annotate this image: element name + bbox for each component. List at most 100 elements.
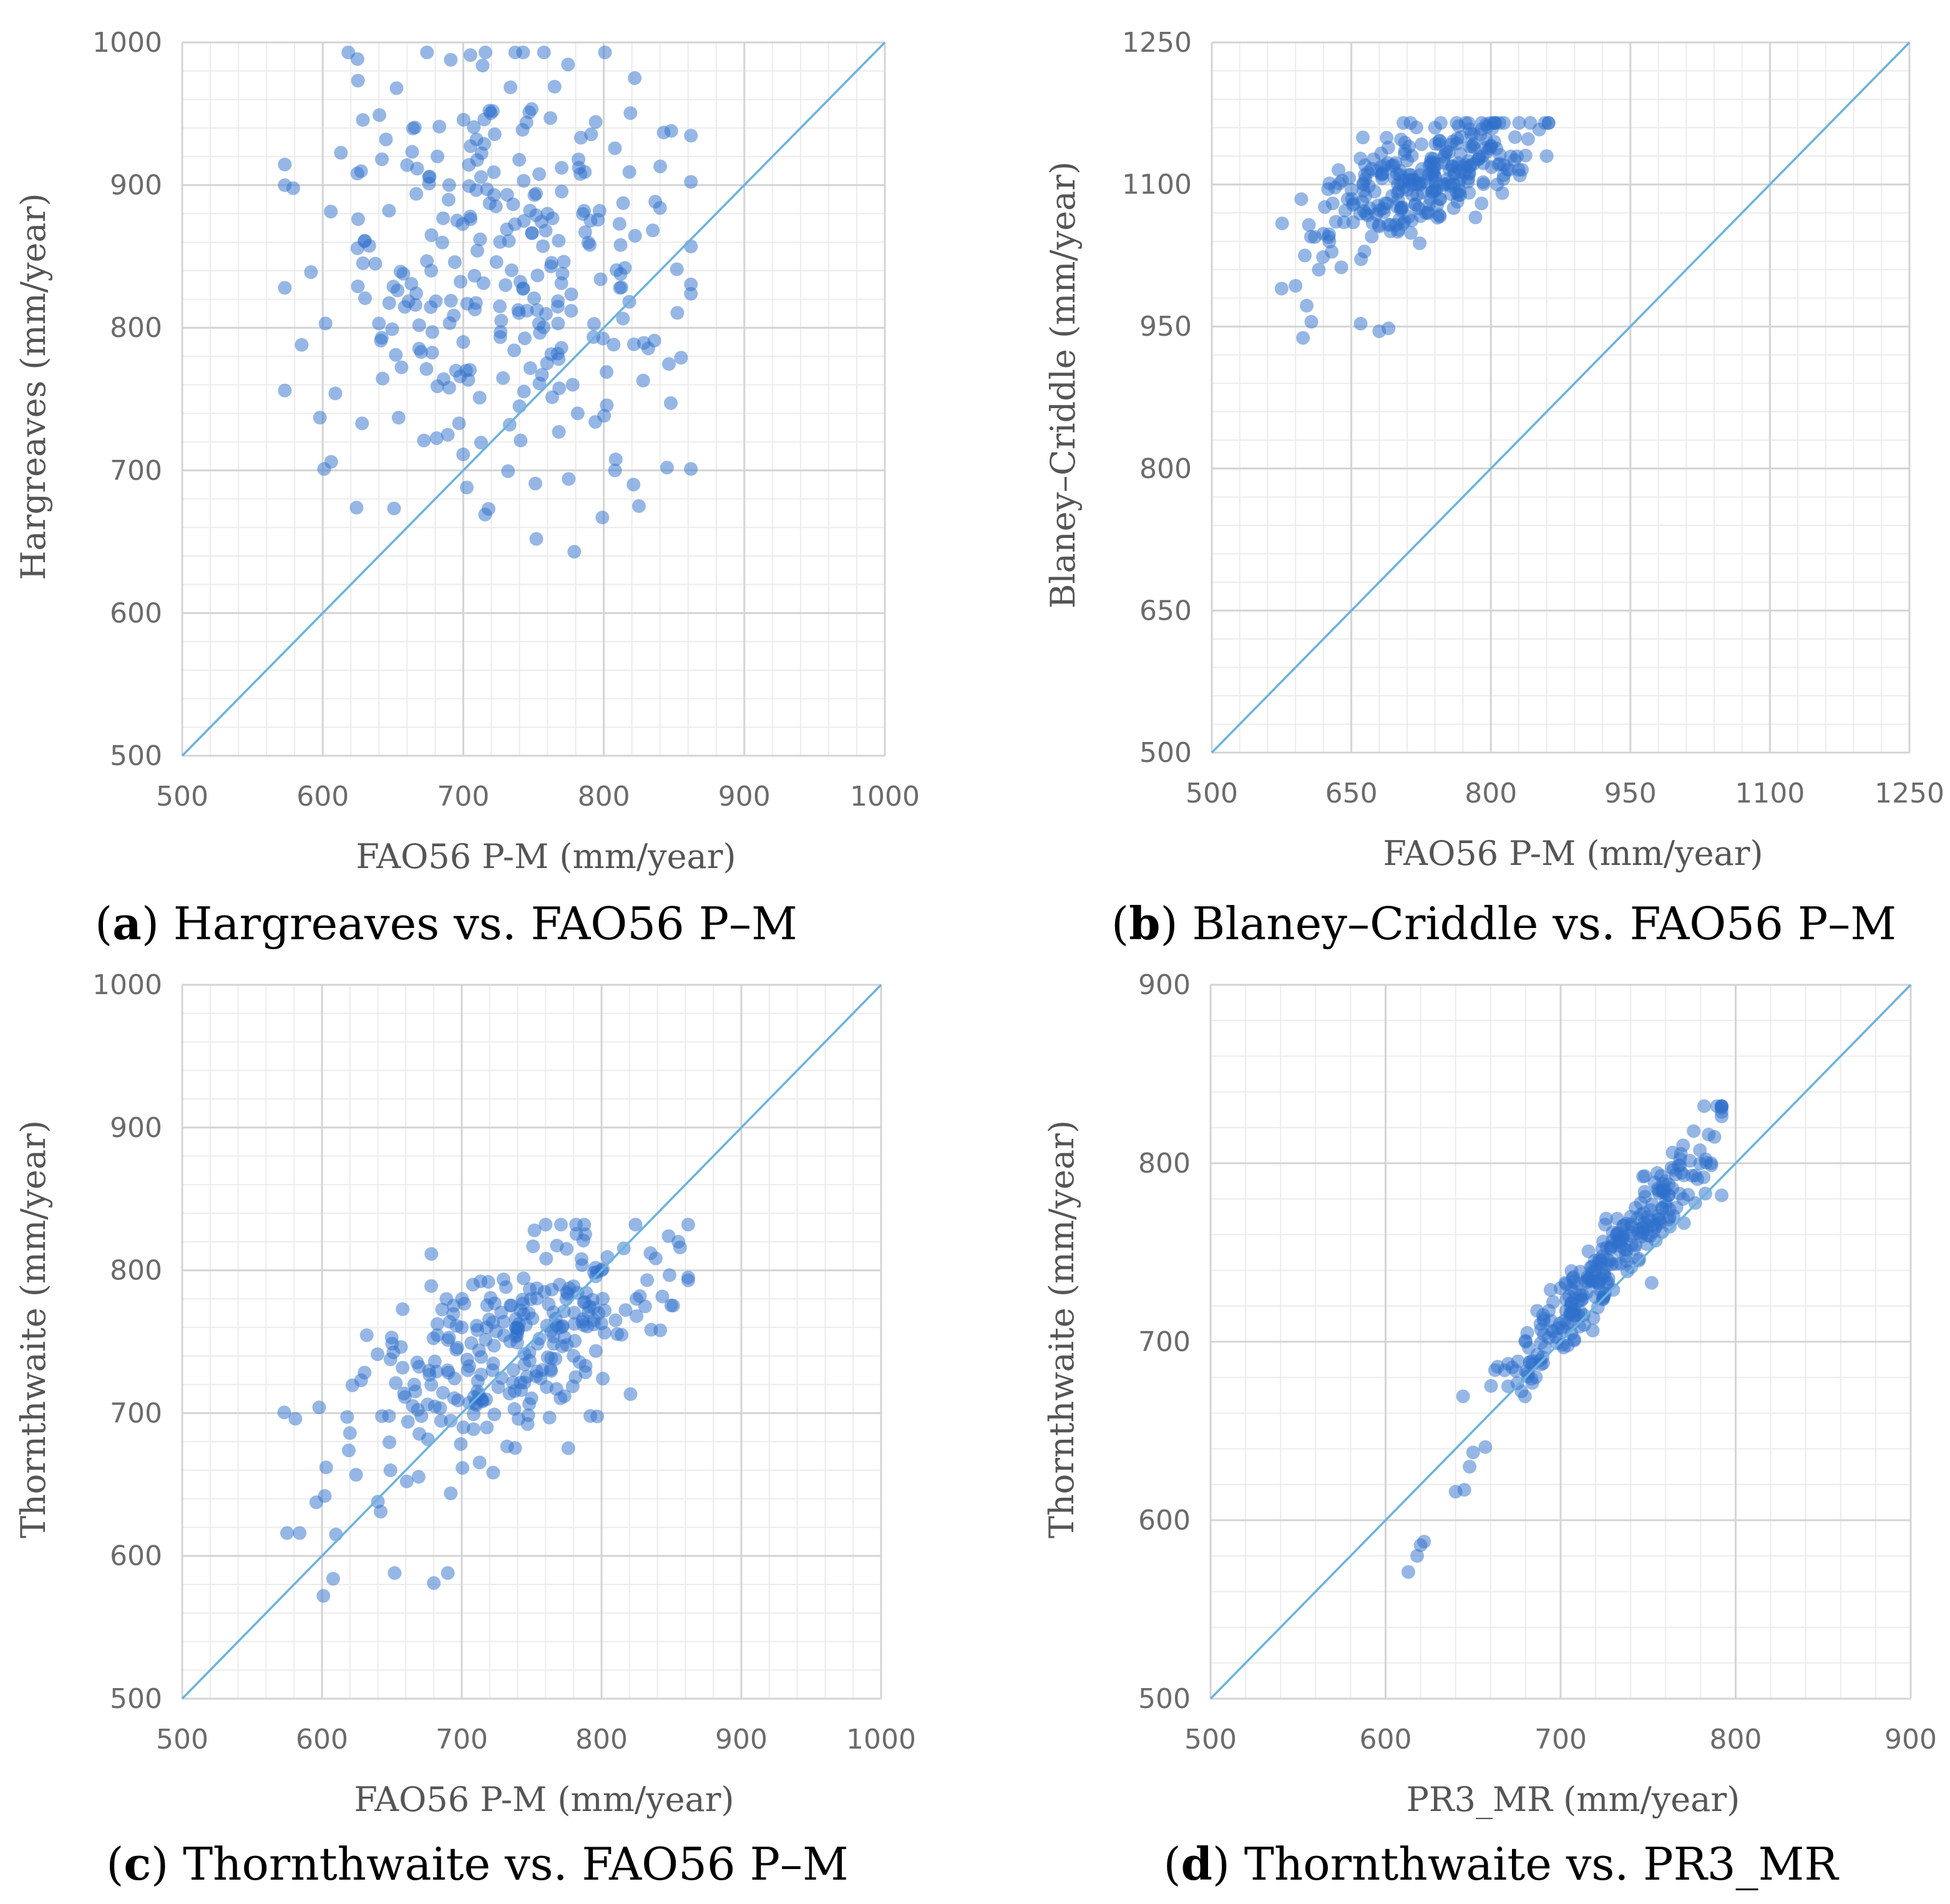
data-point (429, 431, 444, 446)
data-point (442, 381, 456, 395)
data-point (1365, 230, 1379, 244)
data-point (532, 376, 547, 391)
y-tick-label: 800 (110, 312, 162, 344)
x-axis-title: PR3_MR (mm/year) (1406, 1780, 1740, 1819)
data-point (382, 296, 396, 310)
data-point (1536, 1350, 1550, 1364)
data-point (1461, 175, 1475, 189)
data-point (1344, 183, 1358, 197)
data-point (404, 276, 419, 291)
data-point (1438, 147, 1453, 162)
y-tick-label: 950 (1139, 311, 1192, 343)
data-point (540, 1350, 555, 1364)
data-point (500, 188, 514, 202)
data-point (544, 347, 558, 361)
data-point (502, 1387, 517, 1401)
data-point (340, 1410, 354, 1424)
data-point (534, 1371, 548, 1385)
data-point (520, 1417, 535, 1431)
data-point (1644, 1276, 1659, 1290)
data-point (628, 228, 642, 243)
data-point (1534, 1335, 1548, 1350)
data-point (526, 1239, 540, 1254)
data-point (372, 316, 386, 331)
data-point (573, 167, 588, 181)
data-point (1475, 122, 1489, 137)
data-point (410, 1355, 424, 1370)
data-point (527, 291, 541, 305)
data-point (373, 108, 387, 122)
data-point (588, 1344, 603, 1358)
data-point (442, 178, 456, 192)
data-point (1559, 1304, 1573, 1318)
data-point (504, 80, 518, 94)
data-point (641, 341, 655, 356)
data-point (1401, 1565, 1415, 1579)
data-point (1430, 210, 1445, 225)
data-point (1410, 1549, 1424, 1563)
data-point (499, 1280, 513, 1294)
data-point (1512, 115, 1526, 130)
data-point (494, 313, 509, 328)
data-point (608, 1313, 623, 1327)
data-point (1488, 1363, 1502, 1377)
data-point (1468, 210, 1483, 225)
data-point (396, 1302, 410, 1316)
data-point (430, 379, 444, 394)
data-point (334, 145, 348, 160)
data-point (409, 187, 424, 201)
data-point (610, 1327, 625, 1341)
data-point (614, 280, 628, 295)
y-tick-label: 900 (1138, 969, 1191, 1001)
data-point (351, 279, 365, 293)
data-point (1576, 1288, 1590, 1302)
data-point (673, 1240, 687, 1254)
data-point (532, 1332, 547, 1346)
data-point (622, 165, 636, 179)
x-tick-label: 500 (1184, 1724, 1237, 1755)
data-point (420, 254, 434, 268)
data-point (1463, 140, 1477, 154)
caption-text: ) Hargreaves vs. FAO56 P–M (142, 897, 797, 950)
data-point (623, 106, 638, 120)
data-point (520, 303, 534, 318)
data-point (343, 1426, 357, 1440)
y-axis-title: Hargreaves (mm/year) (14, 193, 53, 580)
data-point (424, 1247, 439, 1261)
data-point (616, 311, 630, 326)
data-point (674, 351, 688, 365)
y-tick-label: 600 (110, 1540, 162, 1572)
x-tick-label: 700 (436, 1724, 488, 1755)
data-point (1523, 115, 1538, 130)
y-tick-label: 600 (110, 597, 162, 629)
data-point (467, 120, 481, 134)
data-point (1688, 1168, 1702, 1183)
data-point (472, 1455, 487, 1470)
x-tick-label: 650 (1325, 778, 1378, 809)
caption-open-paren: ( (106, 1838, 124, 1890)
data-point (1385, 188, 1400, 203)
data-point (1409, 120, 1423, 135)
data-point (560, 1285, 574, 1299)
scatter-points (1401, 1099, 1729, 1579)
data-point (1373, 203, 1387, 217)
data-point (479, 46, 493, 60)
data-point (597, 409, 612, 423)
data-point (484, 106, 498, 120)
data-point (1543, 1282, 1558, 1297)
data-point (1353, 316, 1368, 331)
data-point (454, 275, 468, 289)
data-point (1484, 1379, 1498, 1393)
data-point (1404, 226, 1418, 240)
data-point (486, 1465, 500, 1480)
data-point (451, 1394, 466, 1408)
data-point (1478, 1440, 1493, 1454)
data-point (430, 1317, 444, 1331)
data-point (554, 276, 568, 290)
data-point (441, 193, 456, 207)
data-point (475, 59, 490, 73)
x-tick-label: 800 (578, 781, 630, 813)
data-point (684, 462, 698, 476)
data-point (487, 1339, 501, 1353)
data-point (384, 1330, 399, 1345)
